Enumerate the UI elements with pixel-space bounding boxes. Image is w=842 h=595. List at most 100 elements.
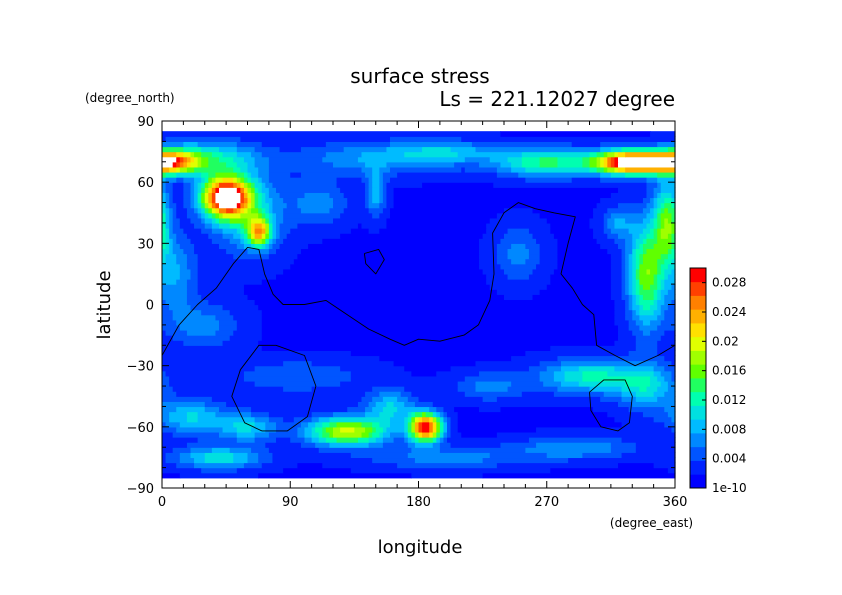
heatmap-cell bbox=[489, 156, 509, 163]
heatmap-cell bbox=[165, 222, 170, 229]
heatmap-cell bbox=[236, 324, 263, 331]
heatmap-cell bbox=[197, 416, 256, 423]
heatmap-cell bbox=[382, 171, 398, 178]
heatmap-cell bbox=[365, 187, 370, 193]
heatmap-cell bbox=[315, 442, 331, 448]
heatmap-cell bbox=[343, 207, 370, 214]
heatmap-cell bbox=[268, 248, 277, 255]
heatmap-cell bbox=[667, 273, 676, 280]
heatmap-cell bbox=[660, 253, 669, 260]
heatmap-cell bbox=[272, 202, 288, 209]
heatmap-cell bbox=[653, 192, 658, 199]
heatmap-cell bbox=[261, 319, 616, 326]
heatmap-cell bbox=[450, 431, 462, 438]
heatmap-cell bbox=[671, 197, 676, 204]
heatmap-cell bbox=[258, 212, 263, 219]
heatmap-cell bbox=[561, 365, 580, 372]
heatmap-cell bbox=[614, 238, 626, 244]
heatmap-cell bbox=[268, 431, 298, 438]
heatmap-cell bbox=[386, 217, 491, 224]
heatmap-cell bbox=[190, 187, 195, 193]
heatmap-cell bbox=[610, 192, 648, 199]
heatmap-cell bbox=[621, 263, 626, 270]
heatmap-cell bbox=[657, 396, 676, 402]
heatmap-cell bbox=[660, 279, 665, 285]
heatmap-cell bbox=[276, 421, 302, 428]
heatmap-cell bbox=[610, 268, 623, 275]
heatmap-cell bbox=[169, 197, 174, 204]
heatmap-cell bbox=[183, 228, 202, 234]
heatmap-cell bbox=[372, 426, 377, 433]
heatmap-cell bbox=[261, 177, 270, 183]
heatmap-cell bbox=[664, 273, 669, 280]
heatmap-cell bbox=[325, 141, 391, 148]
heatmap-cell bbox=[162, 151, 177, 158]
heatmap-cell bbox=[190, 161, 199, 168]
colorbar-tick-label: 0.008 bbox=[712, 422, 746, 436]
heatmap-cell bbox=[664, 207, 669, 214]
heatmap-cell bbox=[660, 222, 665, 229]
heatmap-cell bbox=[172, 248, 184, 255]
heatmap-cell bbox=[625, 238, 633, 244]
heatmap-cell bbox=[632, 289, 637, 295]
heatmap-cell bbox=[240, 212, 259, 219]
heatmap-cell bbox=[211, 447, 231, 453]
heatmap-cell bbox=[414, 421, 420, 428]
heatmap-cell bbox=[297, 197, 334, 204]
heatmap-cell bbox=[172, 207, 177, 214]
heatmap-cell bbox=[657, 294, 662, 301]
heatmap-cell bbox=[172, 182, 184, 188]
heatmap-cell bbox=[197, 161, 202, 168]
heatmap-cell bbox=[283, 238, 323, 244]
heatmap-cell bbox=[243, 182, 249, 188]
heatmap-cell bbox=[233, 156, 245, 163]
heatmap-cell bbox=[436, 431, 441, 438]
heatmap-cell bbox=[236, 319, 263, 326]
heatmap-cell bbox=[614, 304, 626, 311]
heatmap-cell bbox=[243, 375, 352, 382]
heatmap-cell bbox=[614, 151, 619, 158]
heatmap-cell bbox=[518, 171, 601, 178]
heatmap-cell bbox=[443, 431, 448, 438]
heatmap-cell bbox=[365, 202, 370, 209]
heatmap-cell bbox=[261, 192, 266, 199]
heatmap-cell bbox=[382, 177, 391, 183]
heatmap-cell bbox=[372, 457, 416, 464]
heatmap-cell bbox=[194, 192, 199, 199]
heatmap-cell bbox=[397, 406, 430, 413]
heatmap-cell bbox=[414, 401, 434, 408]
heatmap-cell bbox=[632, 294, 637, 301]
heatmap-cell bbox=[379, 202, 388, 209]
heatmap-cell bbox=[254, 228, 263, 234]
heatmap-cell bbox=[169, 228, 174, 234]
heatmap-cell bbox=[397, 462, 498, 469]
heatmap-cell bbox=[436, 411, 441, 418]
heatmap-cell bbox=[504, 207, 534, 214]
heatmap-cell bbox=[208, 182, 213, 188]
heatmap-cell bbox=[628, 350, 658, 357]
heatmap-cell bbox=[671, 238, 676, 244]
heatmap-cell bbox=[176, 161, 181, 168]
heatmap-cell bbox=[632, 253, 637, 260]
heatmap-cell bbox=[265, 426, 277, 433]
heatmap-cell bbox=[204, 207, 209, 214]
heatmap-cell bbox=[382, 437, 395, 443]
heatmap-cell bbox=[365, 406, 373, 413]
heatmap-cell bbox=[219, 243, 238, 250]
heatmap-cell bbox=[625, 253, 630, 260]
heatmap-cell bbox=[447, 411, 459, 418]
heatmap-cell bbox=[429, 416, 434, 423]
heatmap-cell bbox=[596, 202, 619, 209]
heatmap-cell bbox=[628, 319, 637, 326]
heatmap-cell bbox=[343, 192, 366, 199]
heatmap-cell bbox=[261, 228, 266, 234]
heatmap-cell bbox=[361, 222, 388, 229]
heatmap-cell bbox=[201, 192, 206, 199]
heatmap-cell bbox=[162, 299, 167, 306]
heatmap-cell bbox=[657, 141, 676, 148]
heatmap-cell bbox=[536, 442, 612, 448]
heatmap-cell bbox=[208, 187, 213, 193]
heatmap-cell bbox=[368, 197, 373, 204]
chart-subtitle: Ls = 221.12027 degree bbox=[439, 87, 675, 111]
heatmap-cell bbox=[229, 309, 263, 316]
